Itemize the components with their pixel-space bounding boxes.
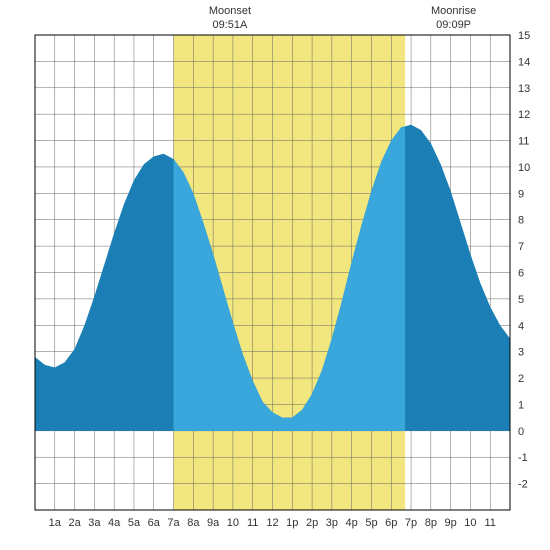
- y-tick-label: 15: [518, 30, 530, 42]
- x-tick-label: 4a: [108, 517, 121, 529]
- x-tick-label: 6p: [385, 517, 397, 529]
- chart-svg: 1a2a3a4a5a6a7a8a9a1011121p2p3p4p5p6p7p8p…: [0, 0, 550, 550]
- y-tick-label: 6: [518, 268, 524, 280]
- x-tick-label: 3p: [326, 517, 338, 529]
- y-tick-label: 5: [518, 294, 524, 306]
- x-tick-label: 2a: [68, 517, 81, 529]
- y-tick-label: 1: [518, 399, 524, 411]
- y-tick-label: -2: [518, 479, 528, 491]
- x-tick-label: 6a: [148, 517, 161, 529]
- y-tick-label: 7: [518, 241, 524, 253]
- x-tick-label: 12: [266, 517, 278, 529]
- x-tick-label: 8p: [425, 517, 437, 529]
- x-tick-label: 7a: [167, 517, 180, 529]
- x-tick-label: 4p: [346, 517, 358, 529]
- moon-event-name: Moonset: [209, 5, 251, 17]
- y-tick-label: 9: [518, 188, 524, 200]
- y-tick-label: 8: [518, 215, 524, 227]
- y-tick-label: 13: [518, 83, 530, 95]
- x-tick-label: 9p: [445, 517, 457, 529]
- y-tick-label: -1: [518, 452, 528, 464]
- y-tick-label: 3: [518, 347, 524, 359]
- x-tick-label: 3a: [88, 517, 101, 529]
- x-tick-label: 8a: [187, 517, 200, 529]
- moon-event-time: 09:51A: [213, 19, 249, 31]
- y-tick-label: 12: [518, 109, 530, 121]
- x-tick-label: 1p: [286, 517, 298, 529]
- moon-event-name: Moonrise: [431, 5, 476, 17]
- x-tick-label: 5p: [365, 517, 377, 529]
- x-tick-label: 5a: [128, 517, 141, 529]
- y-tick-label: 11: [518, 136, 529, 148]
- x-tick-label: 11: [484, 517, 495, 529]
- x-tick-label: 10: [464, 517, 476, 529]
- moon-event-time: 09:09P: [436, 19, 471, 31]
- x-tick-label: 10: [227, 517, 239, 529]
- y-tick-label: 0: [518, 426, 524, 438]
- y-tick-label: 14: [518, 56, 530, 68]
- y-tick-label: 2: [518, 373, 524, 385]
- x-tick-label: 9a: [207, 517, 220, 529]
- tide-chart: 1a2a3a4a5a6a7a8a9a1011121p2p3p4p5p6p7p8p…: [0, 0, 550, 550]
- x-tick-label: 7p: [405, 517, 417, 529]
- y-tick-label: 4: [518, 320, 524, 332]
- x-tick-label: 1a: [49, 517, 62, 529]
- y-tick-label: 10: [518, 162, 530, 174]
- x-tick-label: 11: [247, 517, 258, 529]
- x-tick-label: 2p: [306, 517, 318, 529]
